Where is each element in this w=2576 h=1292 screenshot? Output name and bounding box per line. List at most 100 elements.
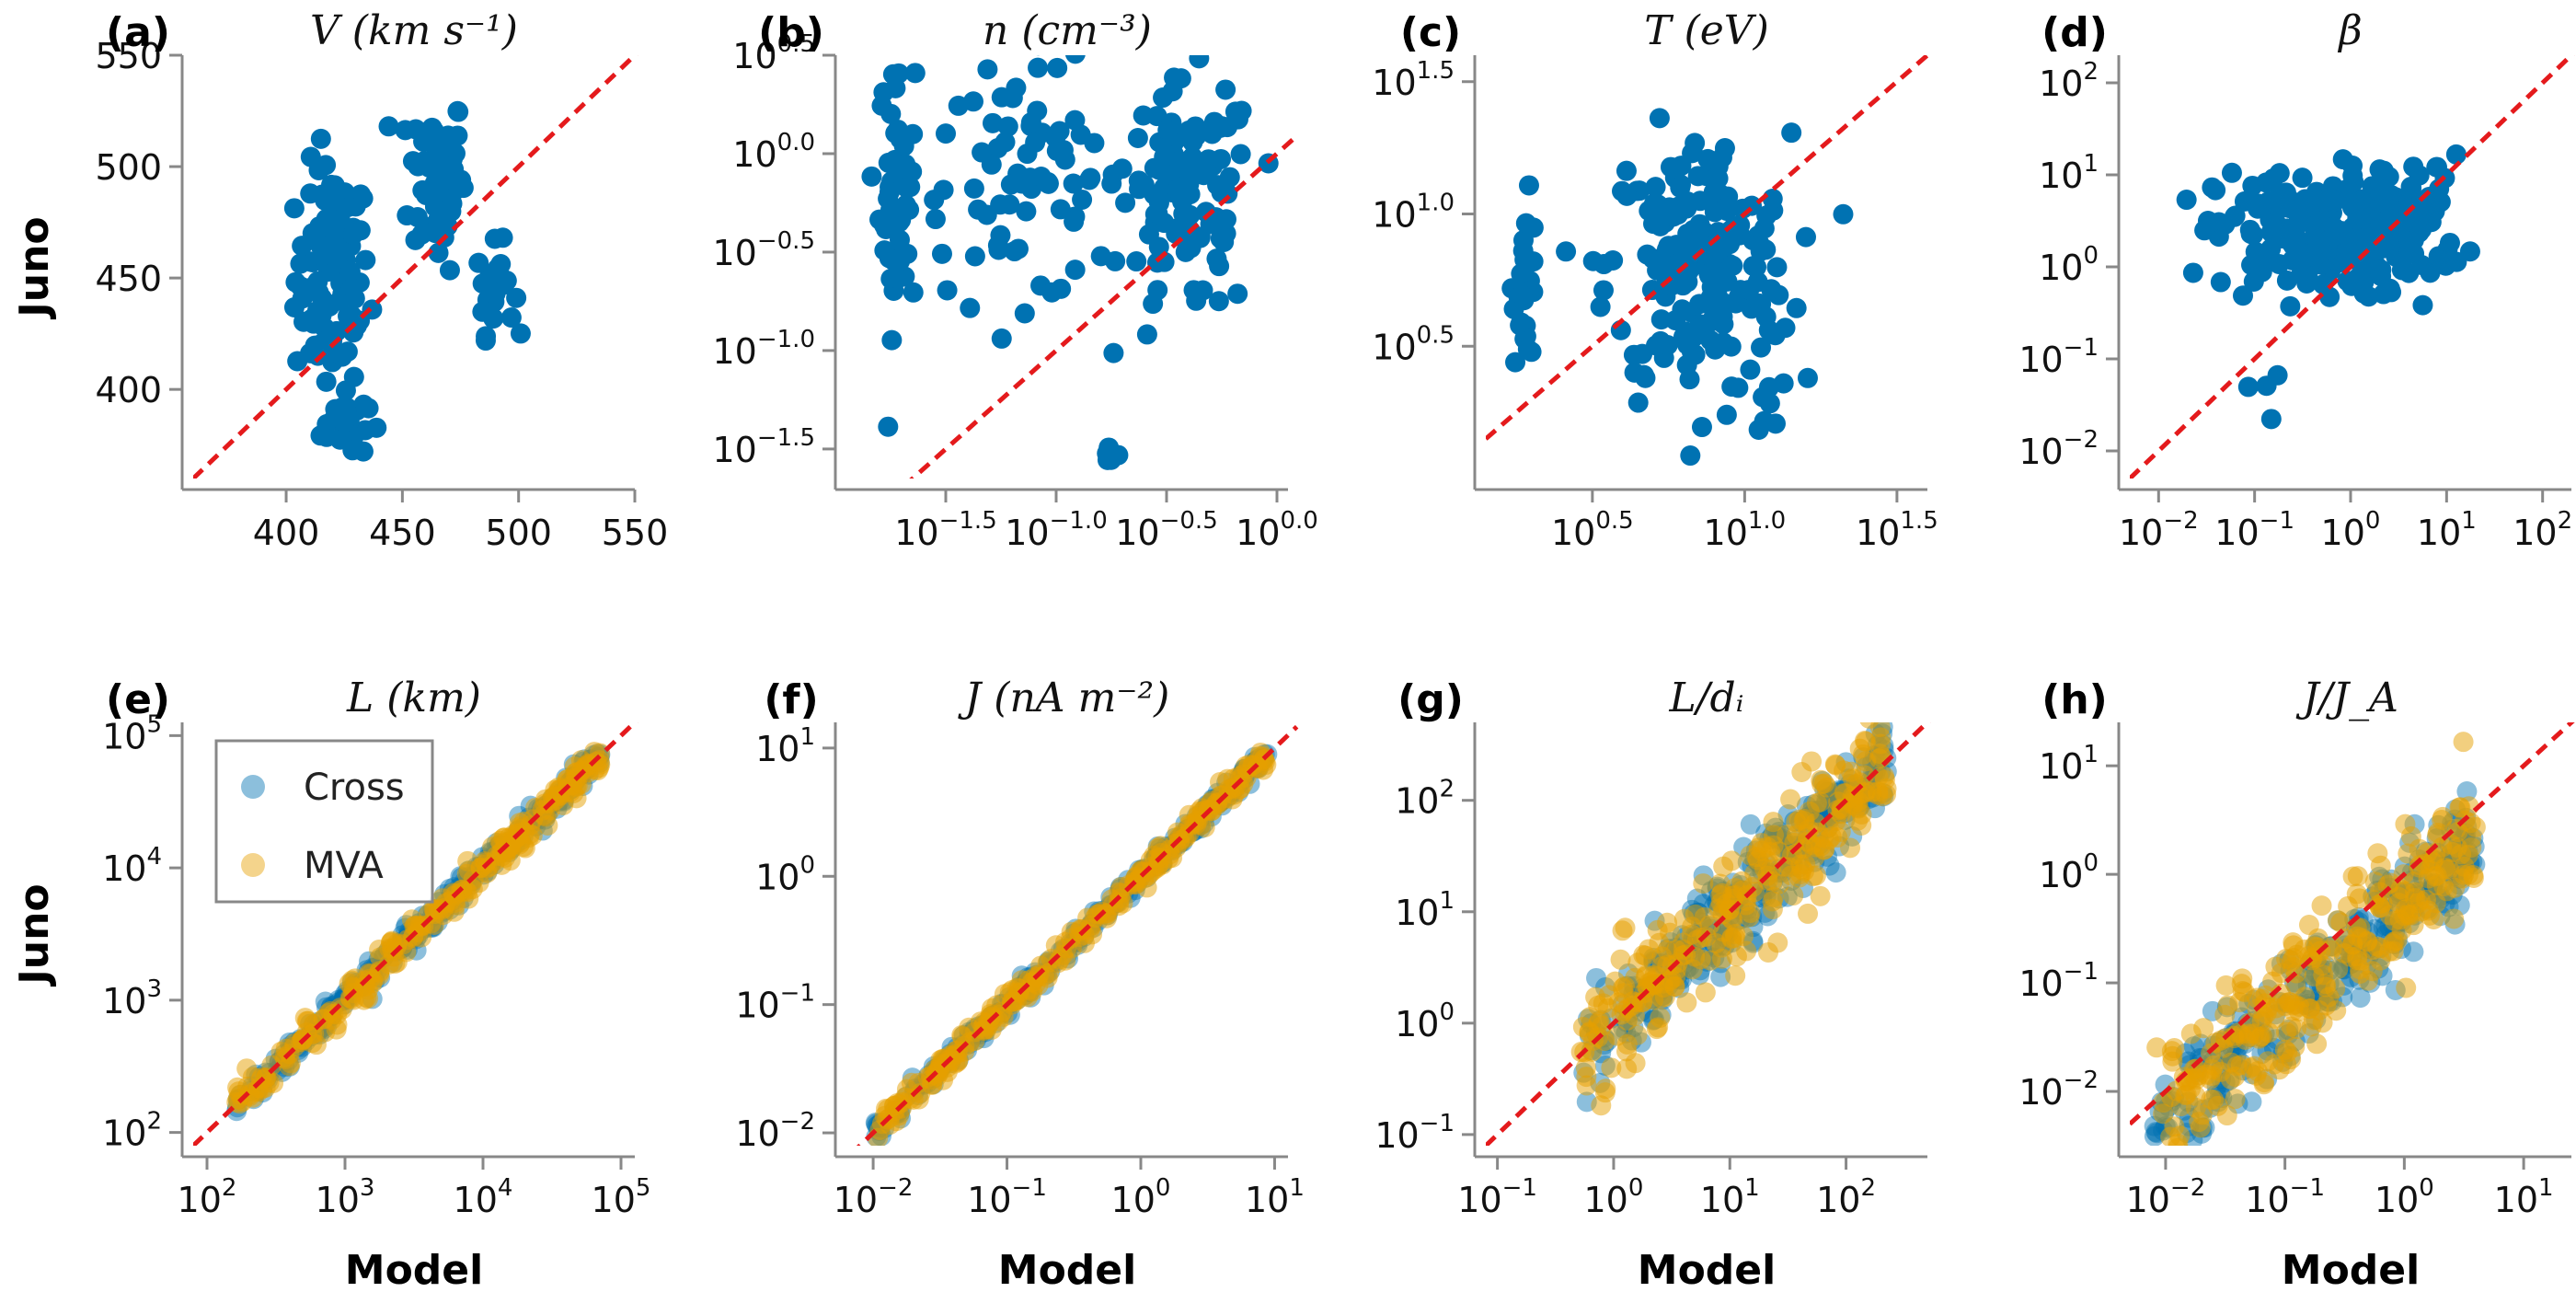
data-point-cross xyxy=(2353,271,2375,293)
data-point-cross xyxy=(2362,176,2383,197)
x-tick-label: 102 xyxy=(2513,507,2572,553)
data-point-mva xyxy=(2338,895,2359,917)
x-axis-title: Model xyxy=(2282,1247,2420,1292)
y-tick-label: 10−2 xyxy=(735,1108,815,1154)
data-point-cross xyxy=(290,253,311,274)
data-point-cross xyxy=(2381,185,2402,206)
y-tick-label: 10−2 xyxy=(2018,426,2099,472)
data-point-cross xyxy=(1230,144,1251,165)
data-point-mva xyxy=(570,773,592,794)
data-point-cross xyxy=(1511,312,1532,333)
data-point-cross xyxy=(335,380,356,401)
data-point-mva xyxy=(1108,892,1129,913)
data-point-mva xyxy=(888,1094,909,1115)
x-tick-label: 104 xyxy=(454,1174,513,1220)
data-point-cross xyxy=(1637,244,1658,265)
data-point-mva xyxy=(1575,1057,1596,1079)
data-point-cross xyxy=(500,307,522,329)
data-point-cross xyxy=(339,261,361,283)
data-point-mva xyxy=(2311,895,2332,917)
data-point-cross xyxy=(1227,283,1248,305)
data-point-mva xyxy=(2364,871,2386,893)
x-tick-label: 10−0.5 xyxy=(1115,507,1218,553)
data-point-mva xyxy=(2304,965,2325,986)
data-point-mva xyxy=(2215,975,2237,996)
identity-line xyxy=(2130,722,2575,1126)
data-point-mva xyxy=(2166,1080,2187,1102)
data-point-cross xyxy=(977,59,998,80)
data-point-cross xyxy=(924,190,945,211)
panel-title: n (cm⁻³) xyxy=(983,7,1152,54)
data-point-mva xyxy=(2349,959,2370,980)
data-point-cross xyxy=(2428,246,2449,267)
data-point-cross xyxy=(997,116,1018,137)
x-tick-label: 101.5 xyxy=(1856,507,1938,553)
data-point-cross xyxy=(982,112,1003,133)
scatter-points xyxy=(2130,55,2575,479)
x-tick-label: 10−2 xyxy=(2126,1174,2206,1220)
data-point-cross xyxy=(988,239,1009,260)
panel-title: V (km s⁻¹) xyxy=(310,7,518,54)
scatter-points xyxy=(861,55,1299,479)
data-point-mva xyxy=(1780,789,1801,810)
data-point-cross xyxy=(2269,163,2290,184)
data-point-cross xyxy=(1766,257,1788,278)
data-point-mva xyxy=(2263,1054,2284,1075)
x-tick-label: 101 xyxy=(1245,1174,1305,1220)
data-point-mva xyxy=(1870,678,1891,698)
data-point-cross xyxy=(1685,133,1706,154)
data-point-mva xyxy=(1786,843,1807,864)
data-point-mva xyxy=(1593,993,1614,1014)
data-point-mva xyxy=(1724,927,1745,948)
y-tick-label: 100 xyxy=(2039,849,2099,895)
panel-title: β xyxy=(2337,7,2362,54)
data-point-cross xyxy=(1689,314,1710,335)
data-point-cross xyxy=(2241,1091,2262,1113)
data-point-cross xyxy=(2294,189,2316,210)
data-point-cross xyxy=(1556,241,1577,262)
legend-marker-mva xyxy=(241,853,265,877)
scatter-points xyxy=(193,55,638,479)
data-point-cross xyxy=(1593,280,1614,301)
data-point-cross xyxy=(411,224,432,245)
data-point-mva xyxy=(2444,908,2465,929)
identity-line xyxy=(856,724,1299,1146)
data-point-mva xyxy=(2410,901,2432,922)
panel-letter: (e) xyxy=(106,676,170,723)
data-point-cross xyxy=(2260,409,2282,430)
data-point-cross xyxy=(353,394,374,415)
y-tick-label: 102 xyxy=(2039,58,2099,104)
data-point-cross xyxy=(1127,127,1148,148)
data-point-cross xyxy=(1590,296,1611,317)
data-point-cross xyxy=(1133,174,1155,195)
data-point-cross xyxy=(871,95,892,116)
data-point-mva xyxy=(1607,1025,1628,1046)
data-point-cross xyxy=(1047,57,1068,78)
data-point-cross xyxy=(895,154,916,175)
data-point-mva xyxy=(1751,833,1772,854)
scatter-points xyxy=(193,722,638,1146)
data-point-cross xyxy=(1227,109,1248,130)
x-tick-label: 101 xyxy=(2494,1174,2554,1220)
data-point-cross xyxy=(882,249,903,271)
data-point-mva xyxy=(1682,917,1703,938)
data-point-cross xyxy=(329,209,351,230)
data-point-cross xyxy=(2459,241,2480,262)
data-point-mva xyxy=(980,1006,1001,1027)
data-point-cross xyxy=(1751,337,1772,358)
data-point-cross xyxy=(1646,208,1667,229)
data-point-mva xyxy=(1740,903,1761,924)
data-point-mva xyxy=(2369,894,2390,915)
y-tick-label: 102 xyxy=(102,1108,162,1154)
y-tick-label: 10−1.5 xyxy=(713,424,816,470)
data-point-cross xyxy=(2271,198,2292,219)
data-point-cross xyxy=(1512,284,1533,306)
panel-title: J (nA m⁻²) xyxy=(958,675,1170,721)
data-point-cross xyxy=(1616,160,1637,181)
identity-line xyxy=(2130,55,2575,479)
data-point-cross xyxy=(1762,189,1783,210)
y-tick-label: 103 xyxy=(102,975,162,1021)
data-point-cross xyxy=(366,417,387,438)
data-point-cross xyxy=(402,151,423,172)
